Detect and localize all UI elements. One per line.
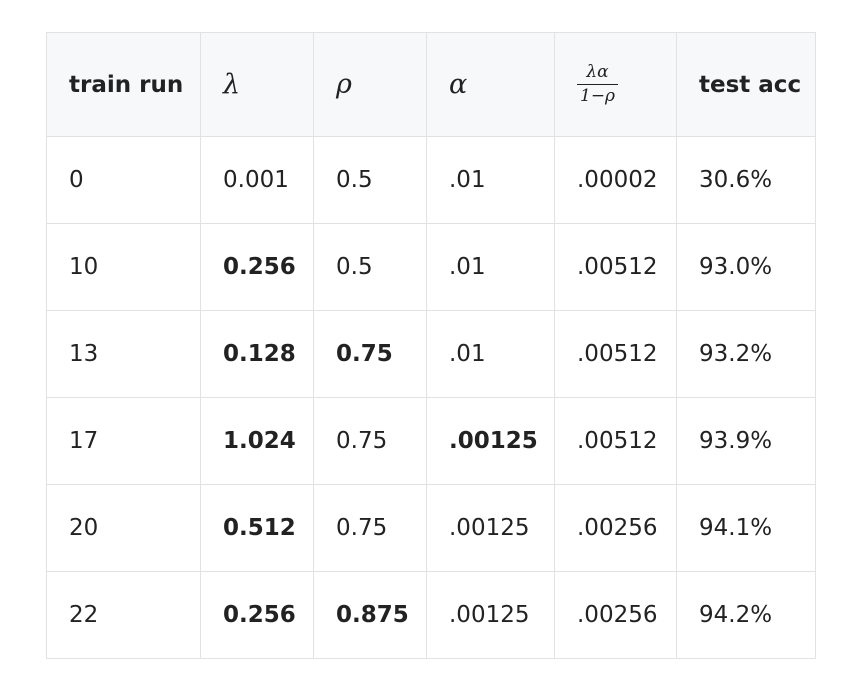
cell-rho: 0.75 <box>313 310 427 398</box>
ratio-denominator: 1−ρ <box>580 85 616 106</box>
table-row: 22 0.256 0.875 .00125 .00256 94.2% <box>46 571 816 659</box>
table-row: 10 0.256 0.5 .01 .00512 93.0% <box>46 223 816 311</box>
cell-rho: 0.75 <box>313 484 427 572</box>
cell-lambda: 0.256 <box>200 571 314 659</box>
cell-train-run: 10 <box>46 223 201 311</box>
table-row: 13 0.128 0.75 .01 .00512 93.2% <box>46 310 816 398</box>
cell-alpha: .00125 <box>426 397 555 485</box>
cell-rho: 0.5 <box>313 223 427 311</box>
header-alpha: α <box>426 32 555 137</box>
cell-rho: 0.875 <box>313 571 427 659</box>
cell-lambda: 0.256 <box>200 223 314 311</box>
cell-test-acc: 30.6% <box>676 136 816 224</box>
cell-train-run: 20 <box>46 484 201 572</box>
cell-ratio: .00002 <box>554 136 677 224</box>
cell-lambda: 1.024 <box>200 397 314 485</box>
cell-test-acc: 94.1% <box>676 484 816 572</box>
cell-train-run: 17 <box>46 397 201 485</box>
header-lambda: λ <box>200 32 314 137</box>
table-row: 0 0.001 0.5 .01 .00002 30.6% <box>46 136 816 224</box>
cell-lambda: 0.128 <box>200 310 314 398</box>
ratio-numerator: λα <box>577 62 619 85</box>
header-ratio: λα 1−ρ <box>554 32 677 137</box>
cell-ratio: .00512 <box>554 397 677 485</box>
cell-alpha: .01 <box>426 223 555 311</box>
cell-alpha: .00125 <box>426 571 555 659</box>
cell-train-run: 22 <box>46 571 201 659</box>
table-row: 20 0.512 0.75 .00125 .00256 94.1% <box>46 484 816 572</box>
cell-alpha: .01 <box>426 310 555 398</box>
cell-rho: 0.75 <box>313 397 427 485</box>
rho-symbol: ρ <box>336 69 352 100</box>
cell-train-run: 0 <box>46 136 201 224</box>
cell-ratio: .00256 <box>554 484 677 572</box>
cell-ratio: .00512 <box>554 223 677 311</box>
header-test-acc: test acc <box>676 32 816 137</box>
table-row: 17 1.024 0.75 .00125 .00512 93.9% <box>46 397 816 485</box>
cell-rho: 0.5 <box>313 136 427 224</box>
header-row: train run λ ρ α λα 1−ρ test acc <box>46 32 816 137</box>
cell-test-acc: 93.9% <box>676 397 816 485</box>
cell-train-run: 13 <box>46 310 201 398</box>
cell-alpha: .01 <box>426 136 555 224</box>
ratio-fraction: λα 1−ρ <box>577 62 619 106</box>
results-table: train run λ ρ α λα 1−ρ test acc 0 0.001 … <box>46 32 816 659</box>
cell-lambda: 0.001 <box>200 136 314 224</box>
cell-test-acc: 94.2% <box>676 571 816 659</box>
lambda-symbol: λ <box>223 69 241 100</box>
header-rho: ρ <box>313 32 427 137</box>
alpha-symbol: α <box>449 69 468 100</box>
cell-test-acc: 93.0% <box>676 223 816 311</box>
cell-test-acc: 93.2% <box>676 310 816 398</box>
table-header: train run λ ρ α λα 1−ρ test acc <box>46 32 816 137</box>
cell-ratio: .00512 <box>554 310 677 398</box>
header-train-run: train run <box>46 32 201 137</box>
cell-alpha: .00125 <box>426 484 555 572</box>
cell-lambda: 0.512 <box>200 484 314 572</box>
cell-ratio: .00256 <box>554 571 677 659</box>
table-body: 0 0.001 0.5 .01 .00002 30.6% 10 0.256 0.… <box>46 136 816 659</box>
